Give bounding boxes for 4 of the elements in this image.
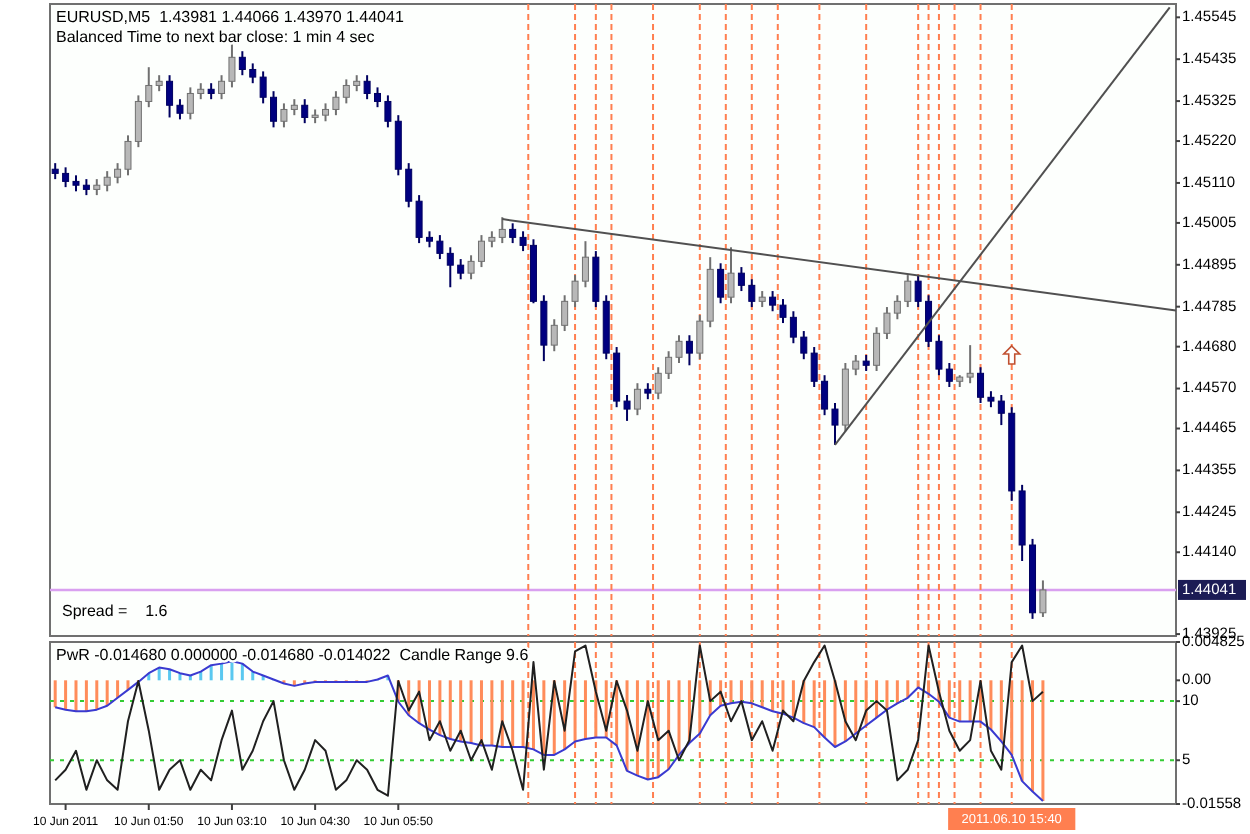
chart-title: PwR -0.014680 0.000000 -0.014680 -0.014022 Candle Range 9.6 [56,646,530,664]
annotation: Spread = 1.6 [62,602,169,620]
text: Balanced Time to next bar close: 1 min 4 sec [56,28,375,46]
chart-title: EURUSD,M5 1.43981 1.44066 1.43970 1.44041 [56,8,405,26]
